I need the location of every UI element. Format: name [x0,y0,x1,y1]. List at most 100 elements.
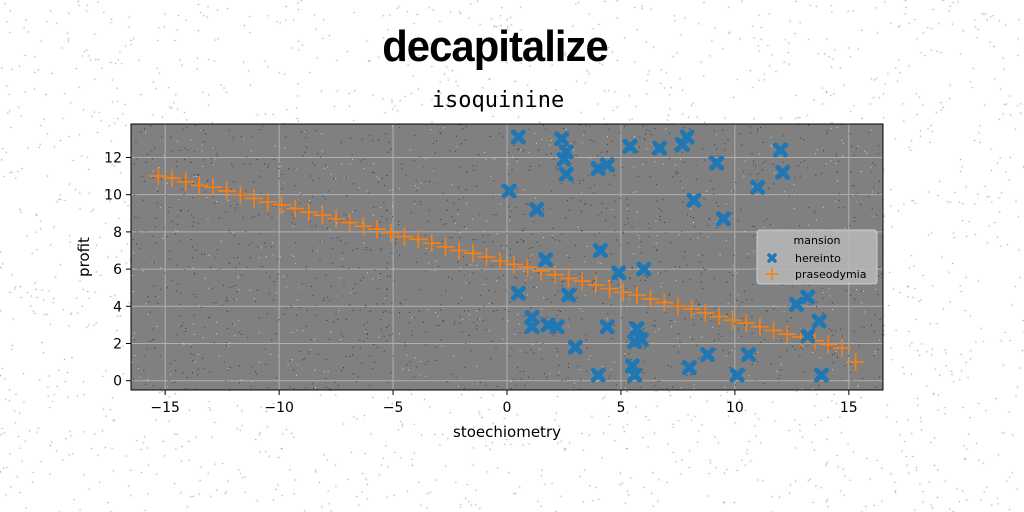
point-praseodymia [846,353,865,372]
point-hereinto [652,140,668,156]
point-praseodymia [245,189,264,208]
point-praseodymia [627,286,646,305]
point-praseodymia [340,213,359,232]
y-tick-label: 4 [113,299,122,315]
point-hereinto [529,202,545,218]
point-praseodymia [450,241,469,260]
point-praseodymia [559,269,578,288]
point-hereinto [679,129,695,145]
point-praseodymia [313,206,332,225]
point-hereinto [558,166,574,182]
point-hereinto [813,367,829,383]
x-tick-label: 0 [503,400,512,416]
point-hereinto [590,161,606,177]
x-tick-label: −10 [264,400,294,416]
legend: mansion hereinto praseodymia [756,229,878,285]
y-tick-label: 12 [104,150,122,166]
point-hereinto [686,192,702,208]
point-praseodymia [518,258,537,277]
point-praseodymia [778,325,797,344]
y-axis-label: profit [75,237,93,277]
point-praseodymia [395,227,414,246]
point-praseodymia [491,251,510,270]
point-praseodymia [504,255,523,274]
point-hereinto [636,261,652,277]
point-hereinto [501,183,517,199]
point-hereinto [627,367,643,383]
plot-noise [131,124,884,391]
legend-box [756,229,878,285]
y-tick-label: 2 [113,336,122,352]
point-praseodymia [436,237,455,256]
point-hereinto [599,319,615,335]
point-praseodymia [477,248,496,266]
point-praseodymia [764,321,783,340]
point-praseodymia [272,195,291,214]
point-praseodymia [641,289,660,308]
series-layer [149,129,865,383]
point-hereinto [788,296,804,312]
point-hereinto [611,265,627,281]
point-praseodymia [409,230,428,249]
legend-title: mansion [794,234,841,247]
point-praseodymia [368,220,387,239]
point-hereinto [741,347,757,363]
x-tick-label: −15 [150,400,180,416]
point-hereinto [590,367,606,383]
point-praseodymia [354,217,373,236]
point-praseodymia [600,279,619,298]
point-praseodymia [586,275,605,294]
point-hereinto [800,289,816,305]
legend-label-hereinto: hereinto [795,252,841,265]
point-praseodymia [832,339,851,358]
point-praseodymia [327,209,346,228]
point-praseodymia [299,203,318,222]
point-hereinto [681,360,697,376]
point-praseodymia [204,178,223,197]
point-praseodymia [682,300,701,319]
point-hereinto [567,339,583,355]
y-tick-label: 0 [113,374,122,390]
point-praseodymia [422,234,441,253]
point-hereinto [629,321,645,337]
point-praseodymia [696,303,715,322]
y-tick-label: 6 [113,262,122,278]
x-tick-label: 5 [616,400,625,416]
x-tick-label: 15 [840,400,858,416]
point-hereinto [772,142,788,158]
point-praseodymia [463,244,482,263]
point-praseodymia [190,176,209,195]
point-hereinto [800,328,816,344]
y-tick-label: 8 [113,225,122,241]
point-hereinto [775,164,791,180]
point-hereinto [561,287,577,303]
x-axis-label: stoechiometry [453,423,561,441]
point-hereinto [729,367,745,383]
figure-suptitle: decapitalize [382,22,609,71]
point-praseodymia [737,314,756,333]
point-hereinto [811,313,827,329]
point-hereinto [622,138,638,154]
point-praseodymia [381,223,400,242]
point-praseodymia [163,168,182,187]
point-praseodymia [668,297,687,316]
point-praseodymia [573,272,592,291]
chart-title: isoquinine [431,88,565,113]
x-tick-label: −5 [383,400,404,416]
point-praseodymia [545,265,564,284]
point-praseodymia [750,317,769,336]
point-hereinto [750,179,766,195]
point-praseodymia [709,307,728,326]
point-hereinto [510,129,526,145]
point-hereinto [538,252,554,268]
y-tick-label: 10 [104,188,122,204]
point-hereinto [715,211,731,227]
point-hereinto [524,319,540,335]
point-hereinto [556,151,572,167]
point-hereinto [709,155,725,171]
legend-marker-hereinto [767,253,777,263]
point-praseodymia [149,167,168,186]
point-praseodymia [258,193,277,212]
point-hereinto [510,285,526,301]
